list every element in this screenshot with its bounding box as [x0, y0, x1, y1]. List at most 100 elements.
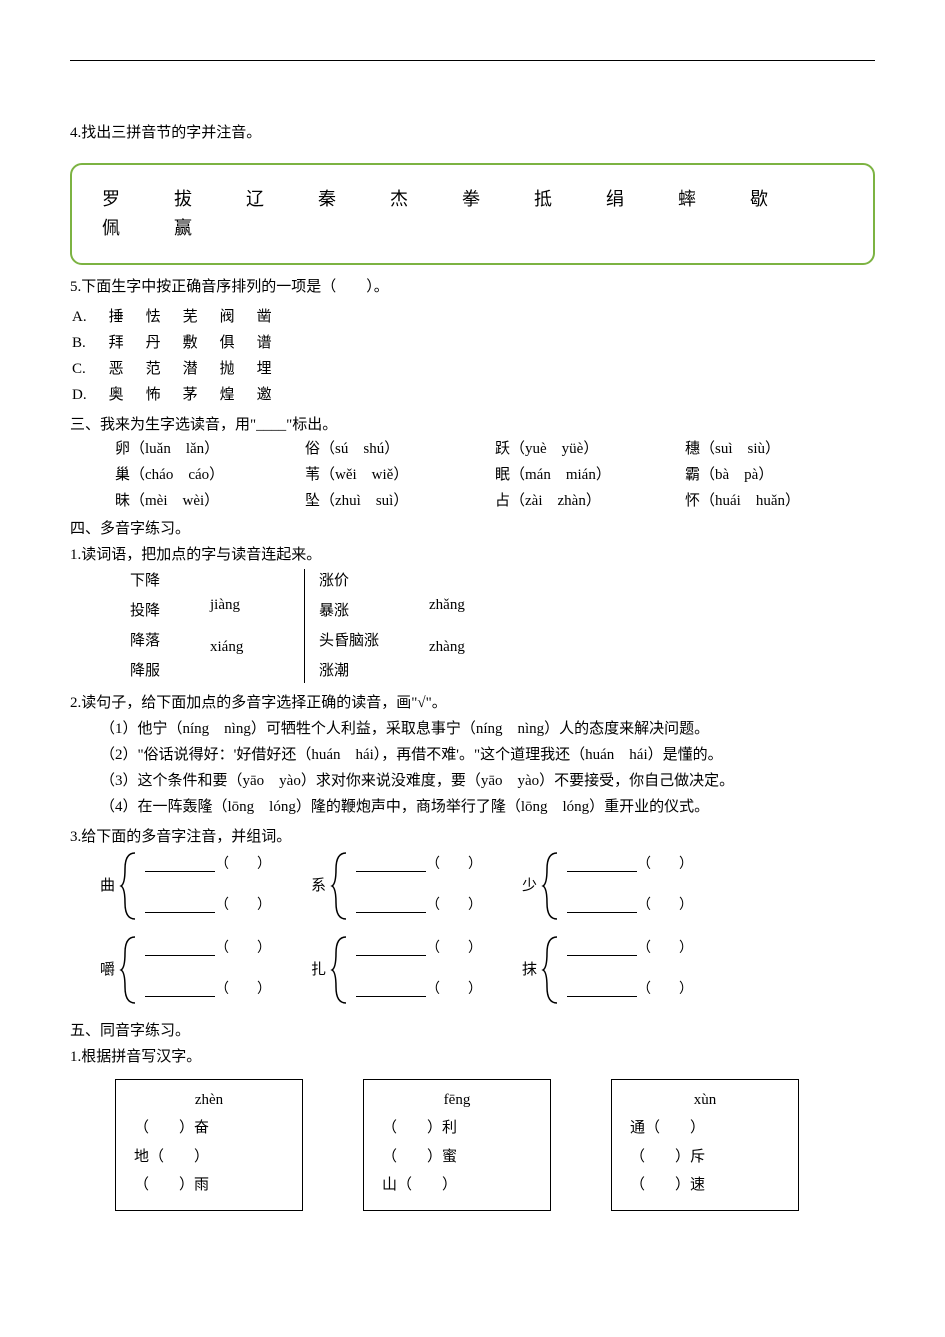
opt-cell: 埋: [257, 357, 292, 381]
box-pinyin: zhèn: [134, 1086, 284, 1115]
list-item: 投降: [130, 599, 210, 623]
brace-lines: （ ） （ ）: [145, 938, 271, 1001]
q4-char-box: 罗 拔 辽 秦 杰 拳 抵 绢 蟀 歇 佩 赢: [70, 163, 875, 265]
brace-icon: [330, 851, 352, 921]
reading-item: 卵（luǎn lǎn）: [115, 437, 305, 461]
match-exercise: 下降 投降 降落 降服 jiàng xiáng 涨价 暴涨 头昏脑涨 涨潮 zh…: [130, 569, 875, 683]
brace-lines: （ ） （ ）: [567, 938, 693, 1001]
opt-cell: 怖: [146, 383, 181, 407]
opt-cell: 范: [146, 357, 181, 381]
top-rule: [70, 60, 875, 61]
reading-item: 穗（suì siù）: [685, 437, 875, 461]
sec4-q1-title: 1.读词语，把加点的字与读音连起来。: [70, 543, 875, 567]
box-line: （ ）雨: [134, 1171, 284, 1200]
homophone-box: xùn 通（ ） （ ）斥 （ ）速: [611, 1079, 799, 1211]
opt-label: D.: [72, 383, 107, 407]
brace-icon: [541, 851, 563, 921]
brace-char: 嚼: [100, 958, 115, 982]
brace-char: 扎: [311, 958, 326, 982]
reading-item: 跃（yuè yüè）: [495, 437, 685, 461]
opt-cell: 恶: [109, 357, 144, 381]
brace-icon: [541, 935, 563, 1005]
brace-char: 少: [522, 874, 537, 898]
q2-item: （1）他宁（níng nìng）可牺牲个人利益，采取息事宁（níng nìng）…: [70, 717, 875, 741]
opt-cell: 奥: [109, 383, 144, 407]
box-line: （ ）斥: [630, 1143, 780, 1172]
brace-item: 少 （ ） （ ）: [522, 851, 693, 921]
brace-icon: [119, 935, 141, 1005]
brace-item: 嚼 （ ） （ ）: [100, 935, 271, 1005]
match-right-words: 涨价 暴涨 头昏脑涨 涨潮: [319, 569, 429, 683]
opt-cell: 阀: [220, 305, 255, 329]
opt-label: C.: [72, 357, 107, 381]
brace-item: 曲 （ ） （ ）: [100, 851, 271, 921]
box-line: （ ）奋: [134, 1114, 284, 1143]
match-left-words: 下降 投降 降落 降服: [130, 569, 210, 683]
homophone-row: zhèn （ ）奋 地（ ） （ ）雨 fēng （ ）利 （ ）蜜 山（ ） …: [115, 1079, 875, 1211]
opt-label: A.: [72, 305, 107, 329]
list-item: 降落: [130, 629, 210, 653]
sec4-q3-title: 3.给下面的多音字注音，并组词。: [70, 825, 875, 849]
brace-item: 系 （ ） （ ）: [311, 851, 482, 921]
brace-char: 曲: [100, 874, 115, 898]
opt-cell: 拜: [109, 331, 144, 355]
list-item: 涨价: [319, 569, 429, 593]
opt-cell: 俱: [220, 331, 255, 355]
reading-item: 占（zài zhàn）: [495, 489, 685, 513]
box-line: （ ）速: [630, 1171, 780, 1200]
sec5-q1-title: 1.根据拼音写汉字。: [70, 1045, 875, 1069]
opt-cell: 茅: [183, 383, 218, 407]
table-row: C. 恶 范 潜 抛 埋: [72, 357, 292, 381]
sec5-title: 五、同音字练习。: [70, 1019, 875, 1043]
box-line: 山（ ）: [382, 1171, 532, 1200]
brace-lines: （ ） （ ）: [356, 938, 482, 1001]
sec3-grid: 卵（luǎn lǎn） 俗（sú shú） 跃（yuè yüè） 穗（suì s…: [115, 437, 875, 513]
list-item: zhǎng: [429, 593, 509, 617]
list-item: 降服: [130, 659, 210, 683]
box-line: （ ）蜜: [382, 1143, 532, 1172]
list-item: 涨潮: [319, 659, 429, 683]
box-pinyin: xùn: [630, 1086, 780, 1115]
list-item: 头昏脑涨: [319, 629, 429, 653]
reading-item: 怀（huái huǎn）: [685, 489, 875, 513]
reading-item: 眠（mán mián）: [495, 463, 685, 487]
opt-cell: 敷: [183, 331, 218, 355]
reading-item: 巢（cháo cáo）: [115, 463, 305, 487]
q2-item: （3）这个条件和要（yāo yào）求对你来说没难度，要（yāo yào）不要接…: [70, 769, 875, 793]
sec4-title: 四、多音字练习。: [70, 517, 875, 541]
box-pinyin: fēng: [382, 1086, 532, 1115]
brace-icon: [119, 851, 141, 921]
box-line: 地（ ）: [134, 1143, 284, 1172]
list-item: 暴涨: [319, 599, 429, 623]
opt-label: B.: [72, 331, 107, 355]
brace-lines: （ ） （ ）: [356, 854, 482, 917]
list-item: jiàng: [210, 593, 290, 617]
reading-item: 坠（zhuì suì）: [305, 489, 495, 513]
reading-item: 霸（bà pà）: [685, 463, 875, 487]
match-left-pinyin: jiàng xiáng: [210, 569, 290, 683]
list-item: 下降: [130, 569, 210, 593]
brace-lines: （ ） （ ）: [567, 854, 693, 917]
brace-lines: （ ） （ ）: [145, 854, 271, 917]
brace-char: 抹: [522, 958, 537, 982]
opt-cell: 潜: [183, 357, 218, 381]
opt-cell: 怯: [146, 305, 181, 329]
box-line: 通（ ）: [630, 1114, 780, 1143]
q5-title: 5.下面生字中按正确音序排列的一项是（ ）。: [70, 275, 875, 299]
homophone-box: fēng （ ）利 （ ）蜜 山（ ）: [363, 1079, 551, 1211]
q5-options: A. 捶 怯 芜 阀 凿 B. 拜 丹 敷 俱 谱 C. 恶 范 潜 抛 埋 D…: [70, 303, 294, 409]
opt-cell: 芜: [183, 305, 218, 329]
sec4-q2-title: 2.读句子，给下面加点的多音字选择正确的读音，画"√"。: [70, 691, 875, 715]
reading-item: 俗（sú shú）: [305, 437, 495, 461]
opt-cell: 煌: [220, 383, 255, 407]
table-row: A. 捶 怯 芜 阀 凿: [72, 305, 292, 329]
brace-row: 曲 （ ） （ ） 系 （ ） （ ） 少: [100, 851, 875, 921]
divider: [304, 569, 305, 683]
q4-title: 4.找出三拼音节的字并注音。: [70, 121, 875, 145]
brace-icon: [330, 935, 352, 1005]
opt-cell: 捶: [109, 305, 144, 329]
table-row: B. 拜 丹 敷 俱 谱: [72, 331, 292, 355]
q2-item: （2）"俗话说得好：'好借好还（huán hái），再借不难'。"这个道理我还（…: [70, 743, 875, 767]
brace-item: 抹 （ ） （ ）: [522, 935, 693, 1005]
brace-char: 系: [311, 874, 326, 898]
